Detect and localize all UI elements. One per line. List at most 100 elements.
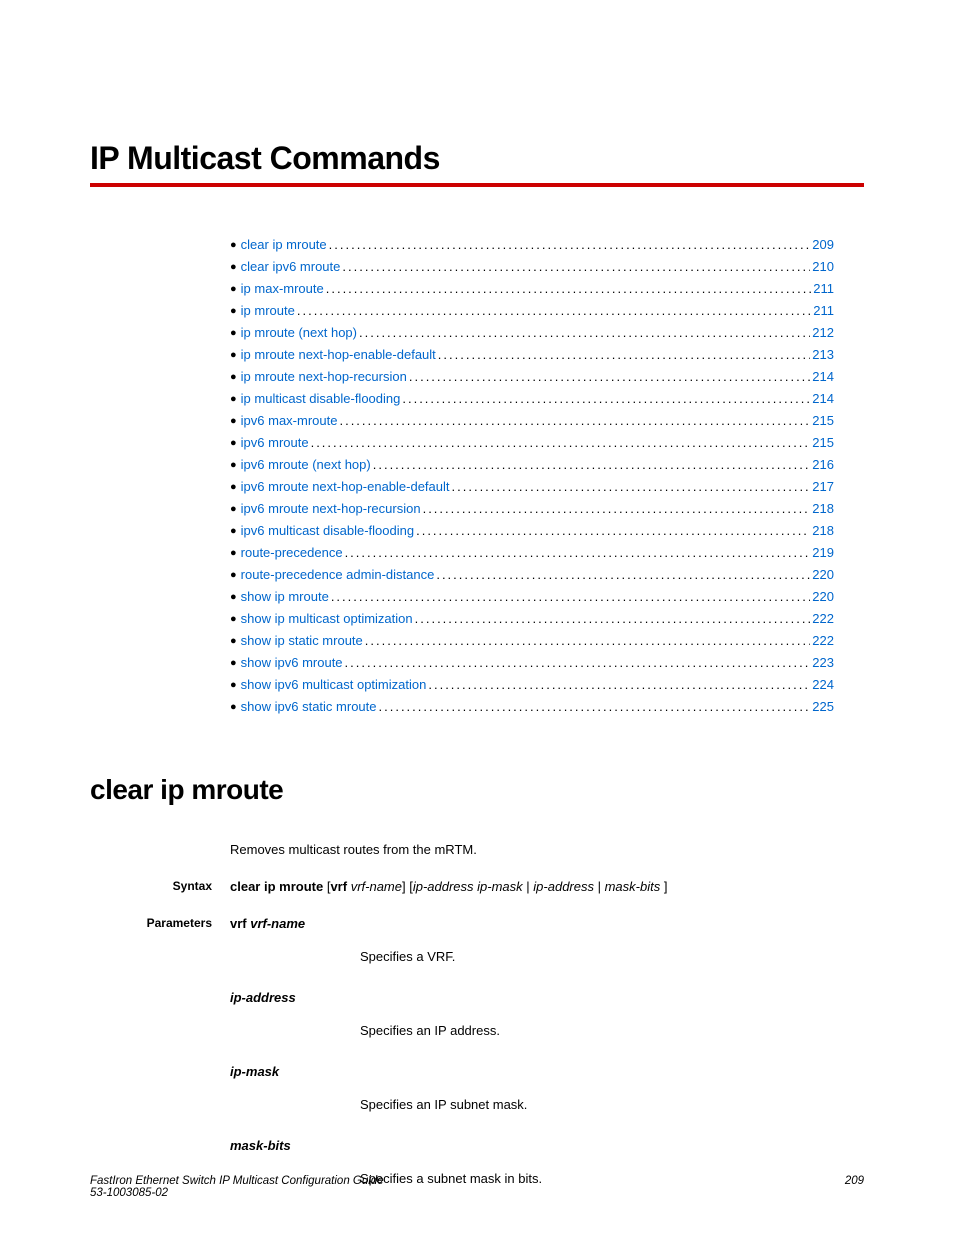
toc-link[interactable]: show ip multicast optimization [241,611,413,626]
toc-row: ● ip max-mroute 211 [230,281,834,296]
toc-link[interactable]: clear ipv6 mroute [241,259,341,274]
bullet-icon: ● [230,569,237,581]
toc-page-link[interactable]: 211 [813,303,834,318]
param-name-var: mask-bits [230,1138,291,1153]
bullet-icon: ● [230,613,237,625]
toc-row: ● ipv6 mroute (next hop) 216 [230,457,834,472]
param-description: Specifies a VRF. [360,949,834,964]
toc-link[interactable]: ip max-mroute [241,281,324,296]
toc-leader-dots [345,655,811,670]
toc-page-link[interactable]: 214 [812,391,834,406]
toc-leader-dots [452,479,811,494]
toc-link[interactable]: show ip mroute [241,589,329,604]
bullet-icon: ● [230,459,237,471]
toc-link[interactable]: show ipv6 multicast optimization [241,677,427,692]
toc-page-link[interactable]: 222 [812,611,834,626]
toc-link[interactable]: ip mroute next-hop-enable-default [241,347,436,362]
toc-leader-dots [326,281,812,296]
syntax-label: Syntax [90,879,230,894]
param-name: mask-bits [230,1138,834,1153]
bullet-icon: ● [230,525,237,537]
toc-row: ● ip mroute next-hop-recursion 214 [230,369,834,384]
toc-page-link[interactable]: 219 [812,545,834,560]
footer-title: FastIron Ethernet Switch IP Multicast Co… [90,1175,384,1187]
toc-page-link[interactable]: 225 [812,699,834,714]
bullet-icon: ● [230,283,237,295]
bullet-icon: ● [230,679,237,691]
param-description: Specifies an IP subnet mask. [360,1097,834,1112]
toc-link[interactable]: show ip static mroute [241,633,363,648]
toc-link[interactable]: show ipv6 static mroute [241,699,377,714]
bullet-icon: ● [230,547,237,559]
toc-page-link[interactable]: 220 [812,589,834,604]
toc-link[interactable]: ipv6 mroute next-hop-recursion [241,501,421,516]
bullet-icon: ● [230,701,237,713]
toc-page-link[interactable]: 220 [812,567,834,582]
toc-page-link[interactable]: 211 [813,281,834,296]
toc-row: ●ipv6 mroute next-hop-enable-default217 [230,479,834,494]
parameters-label: Parameters [90,916,230,1212]
syntax-var-maskbits: mask-bits [605,879,661,894]
chapter-title: IP Multicast Commands [90,140,864,177]
toc-row: ●show ipv6 mroute223 [230,655,834,670]
toc-page-link[interactable]: 222 [812,633,834,648]
syntax-text: | [523,879,534,894]
toc-page-link[interactable]: 217 [812,479,834,494]
toc-row: ● show ipv6 multicast optimization 224 [230,677,834,692]
toc-row: ● show ip multicast optimization 222 [230,611,834,626]
toc-leader-dots [373,457,811,472]
toc-link[interactable]: show ipv6 mroute [241,655,343,670]
bullet-icon: ● [230,503,237,515]
toc-row: ●ip mroute next-hop-enable-default213 [230,347,834,362]
toc-page-link[interactable]: 210 [812,259,834,274]
bullet-icon: ● [230,239,237,251]
bullet-icon: ● [230,591,237,603]
toc-link[interactable]: clear ip mroute [241,237,327,252]
toc-link[interactable]: ipv6 mroute (next hop) [241,457,371,472]
toc-row: ● ipv6 multicast disable-flooding 218 [230,523,834,538]
toc-leader-dots [365,633,811,648]
toc-page-link[interactable]: 215 [812,435,834,450]
toc-leader-dots [436,567,810,582]
toc-link[interactable]: ipv6 mroute [241,435,309,450]
syntax-var-vrfname: vrf-name [351,879,402,894]
toc-link[interactable]: ip mroute [241,303,295,318]
toc-link[interactable]: ipv6 max-mroute [241,413,338,428]
toc-page-link[interactable]: 218 [812,523,834,538]
toc-page-link[interactable]: 215 [812,413,834,428]
toc-leader-dots [329,237,811,252]
toc-link[interactable]: ip mroute (next hop) [241,325,357,340]
toc-page-link[interactable]: 209 [812,237,834,252]
toc-row: ●clear ipv6 mroute210 [230,259,834,274]
toc-link[interactable]: route-precedence [241,545,343,560]
toc-leader-dots [339,413,810,428]
toc-link[interactable]: ipv6 mroute next-hop-enable-default [241,479,450,494]
toc-leader-dots [345,545,811,560]
bullet-icon: ● [230,371,237,383]
toc-row: ● route-precedence 219 [230,545,834,560]
command-body: Removes multicast routes from the mRTM. … [230,842,834,1212]
toc-page-link[interactable]: 214 [812,369,834,384]
toc-page-link[interactable]: 223 [812,655,834,670]
syntax-kw-vrf: vrf [330,879,347,894]
bullet-icon: ● [230,437,237,449]
toc-page-link[interactable]: 218 [812,501,834,516]
toc-leader-dots [423,501,811,516]
syntax-text: | [594,879,605,894]
toc-leader-dots [415,611,811,626]
footer-page-number: 209 [845,1175,864,1199]
toc-page-link[interactable]: 224 [812,677,834,692]
toc-leader-dots [331,589,810,604]
toc-link[interactable]: ip mroute next-hop-recursion [241,369,407,384]
toc-link[interactable]: ipv6 multicast disable-flooding [241,523,414,538]
toc-page-link[interactable]: 213 [812,347,834,362]
toc-leader-dots [409,369,810,384]
toc-page-link[interactable]: 216 [812,457,834,472]
toc-link[interactable]: ip multicast disable-flooding [241,391,401,406]
toc-leader-dots [428,677,810,692]
toc-page-link[interactable]: 212 [812,325,834,340]
syntax-content: clear ip mroute [vrf vrf-name] [ip-addre… [230,879,834,894]
syntax-row: Syntax clear ip mroute [vrf vrf-name] [i… [230,879,834,894]
toc-link[interactable]: route-precedence admin-distance [241,567,435,582]
bullet-icon: ● [230,415,237,427]
